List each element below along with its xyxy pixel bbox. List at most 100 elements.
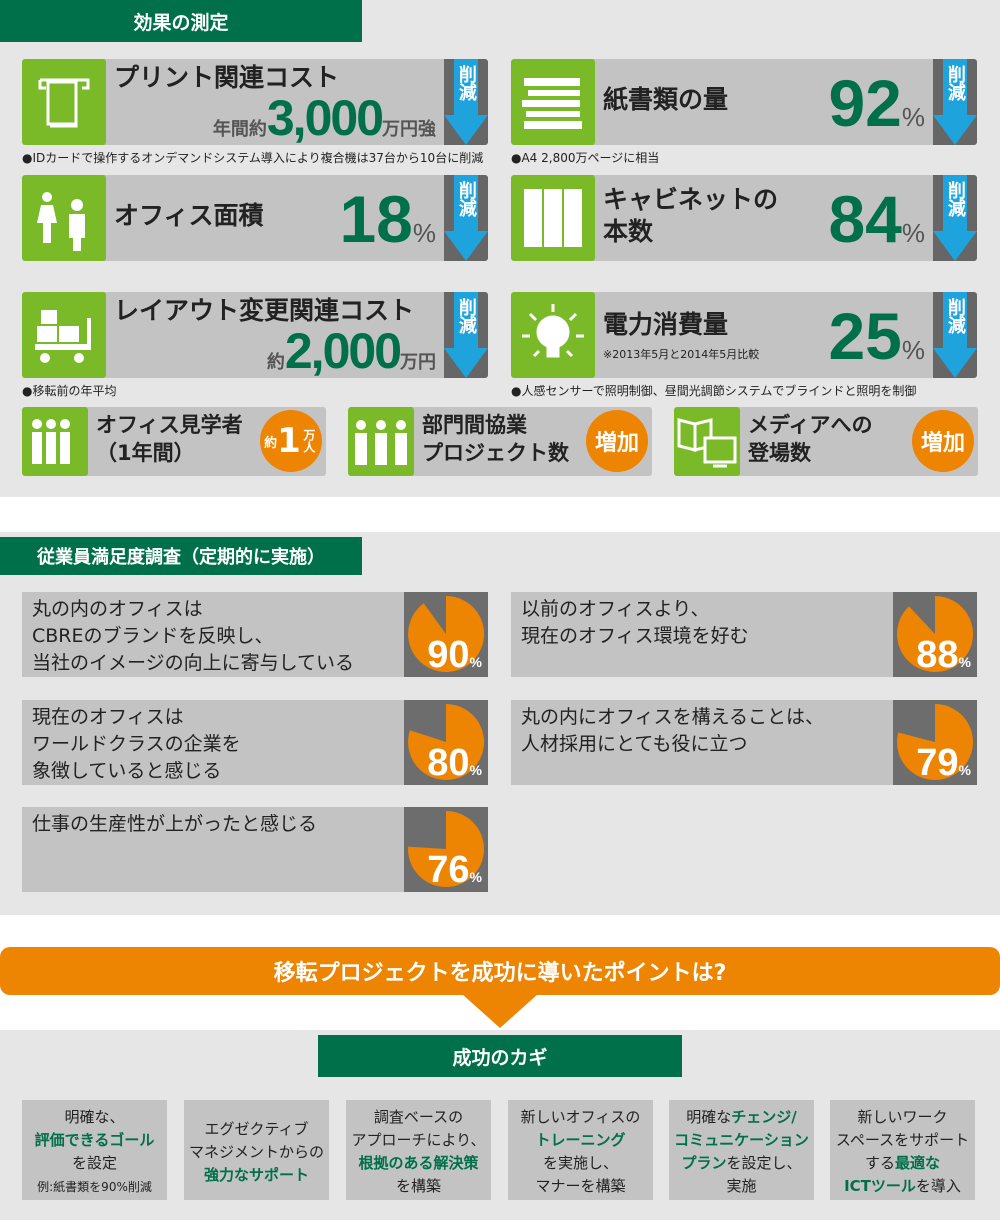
people-floor-icon (22, 175, 106, 261)
key-line: 根拠のある解決策 (346, 1152, 491, 1175)
key-line: を構築 (346, 1175, 491, 1198)
survey-card: 丸の内のオフィスは CBREのブランドを反映し、 当社のイメージの向上に寄与している… (22, 592, 488, 677)
key-line: コミュニケーション (669, 1129, 814, 1152)
key-line: する最適な (830, 1152, 975, 1175)
card-title-line2: 登場数 (748, 441, 811, 465)
card-title-line2: プロジェクト数 (422, 441, 569, 465)
key-line: 新しいワーク (830, 1106, 975, 1129)
key-highlight: 根拠のある解決策 (358, 1154, 479, 1172)
reduced-label: 削減 (944, 298, 966, 334)
value-unit: 万円強 (382, 119, 436, 139)
percent-number: 88 (916, 634, 959, 676)
key-text: を構築 (395, 1177, 441, 1195)
key-text: 明確な、 (64, 1107, 125, 1126)
banner: 移転プロジェクトを成功に導いたポイントは? (0, 947, 1000, 995)
lightbulb-icon (511, 292, 595, 378)
survey-card: 丸の内にオフィスを構えることは、 人材採用にとても役に立つ 79% (511, 700, 977, 785)
card-title-line2: （1年間） (96, 441, 195, 465)
pie-slice (897, 596, 974, 672)
card-title: オフィス見学者 (96, 413, 243, 437)
survey-card: 以前のオフィスより、 現在のオフィス環境を好む 88% (511, 592, 977, 677)
success-key: エグゼクティブ マネジメントからの 強力なサポート (184, 1100, 329, 1200)
survey-statement: 現在のオフィスは ワールドクラスの企業を 象徴していると感じる (32, 704, 241, 785)
key-text: マナーを構築 (535, 1177, 626, 1195)
key-line: プランを設定し、 (669, 1152, 814, 1175)
key-line: トレーニング (508, 1129, 653, 1152)
success-key: 新しいワーク スペースをサポート する最適な ICTツールを導入 (830, 1100, 975, 1200)
key-line: エグゼクティブ (184, 1118, 329, 1141)
percent-number: 79 (916, 742, 959, 784)
value-prefix: 約 (266, 352, 285, 372)
percent-sign: % (958, 654, 971, 670)
card-title: 部門間協業 (422, 413, 527, 437)
reduced-label: 削減 (455, 65, 477, 101)
keys-title: 成功のカギ (318, 1035, 682, 1077)
reduced-arrow-icon: 削減 (933, 175, 977, 261)
pie-slice (408, 595, 485, 672)
key-text: 新しいオフィスの (520, 1108, 641, 1126)
effect-card: 電力消費量 ※2013年5月と2014年5月比較 25% 削減 (511, 292, 977, 378)
card-title-line2: 本数 (603, 217, 654, 246)
percent-sign: % (469, 654, 482, 670)
key-highlight: 評価できるゴール (34, 1130, 155, 1149)
increase-label: 増加 (594, 431, 639, 456)
value-number: 84 (828, 182, 902, 256)
badge: 増加 (912, 410, 974, 472)
paper-stack-icon (511, 59, 595, 145)
key-text: 明確な (686, 1108, 732, 1126)
effect-card: プリント関連コスト 年間約 3,000 万円強 削減 (22, 59, 488, 145)
key-line: マナーを構築 (508, 1175, 653, 1198)
key-line: 調査ベースの (346, 1106, 491, 1129)
statement-line: CBREのブランドを反映し、 (32, 625, 274, 647)
pie-chart: 90% (404, 592, 488, 677)
card-title: オフィス面積 (114, 201, 264, 230)
statement-line: 仕事の生産性が上がったと感じる (32, 813, 318, 835)
key-highlight: 強力なサポート (203, 1165, 309, 1184)
value-unit: % (901, 102, 925, 132)
card-value: 約 2,000 万円 (267, 322, 436, 378)
key-text: マネジメントからの (188, 1142, 324, 1161)
key-line: アプローチにより、 (346, 1129, 491, 1152)
key-highlight: チェンジ/ (731, 1108, 797, 1126)
cart-boxes-icon (22, 292, 106, 378)
effect-card: キャビネットの 本数 84% 削減 (511, 175, 977, 261)
key-text: アプローチにより、 (351, 1131, 486, 1149)
percent-value: 80% (427, 742, 482, 785)
reduced-label: 削減 (944, 65, 966, 101)
reduced-arrow-icon: 削減 (444, 59, 488, 145)
badge: 約 1 万人 (260, 410, 322, 472)
card-value: 92% (828, 65, 925, 141)
key-line: を設定 (22, 1152, 167, 1175)
effect-small-card: オフィス見学者 （1年間） 約 1 万人 (22, 407, 326, 476)
key-text: を実施し、 (542, 1154, 618, 1172)
reduced-arrow-icon: 削減 (444, 292, 488, 378)
percent-sign: % (469, 869, 482, 885)
effect-card: 紙書類の量 92% 削減 (511, 59, 977, 145)
key-line: マネジメントからの (184, 1141, 329, 1164)
key-line: 新しいオフィスの (508, 1106, 653, 1129)
key-line: 実施 (669, 1175, 814, 1198)
key-text: を設定 (71, 1153, 117, 1172)
value-number: 2,000 (284, 323, 402, 378)
card-title: レイアウト変更関連コスト (114, 296, 415, 325)
card-title: 紙書類の量 (603, 85, 729, 114)
card-note: ●移転前の年平均 (22, 384, 117, 398)
reduced-label: 削減 (455, 181, 477, 217)
reduced-label: 削減 (455, 298, 477, 334)
media-icon (674, 407, 740, 476)
statement-line: 以前のオフィスより、 (521, 598, 710, 620)
pie-chart: 80% (404, 700, 488, 785)
percent-value: 90% (427, 634, 482, 677)
pie-chart: 76% (404, 807, 488, 892)
key-text: を導入 (915, 1177, 961, 1195)
survey-card: 仕事の生産性が上がったと感じる 76% (22, 807, 488, 892)
statement-line: 丸の内にオフィスを構えることは、 (521, 706, 825, 728)
key-highlight: プラン (681, 1154, 727, 1172)
value-unit: % (412, 218, 436, 248)
card-title: プリント関連コスト (114, 63, 340, 92)
statement-line: 現在のオフィスは (32, 706, 184, 728)
effect-small-card: 部門間協業プロジェクト数 増加 (348, 407, 652, 476)
key-text: エグゼクティブ (204, 1119, 309, 1138)
key-text: 実施 (726, 1177, 757, 1195)
statement-line: 人材採用にとても役に立つ (521, 733, 748, 755)
